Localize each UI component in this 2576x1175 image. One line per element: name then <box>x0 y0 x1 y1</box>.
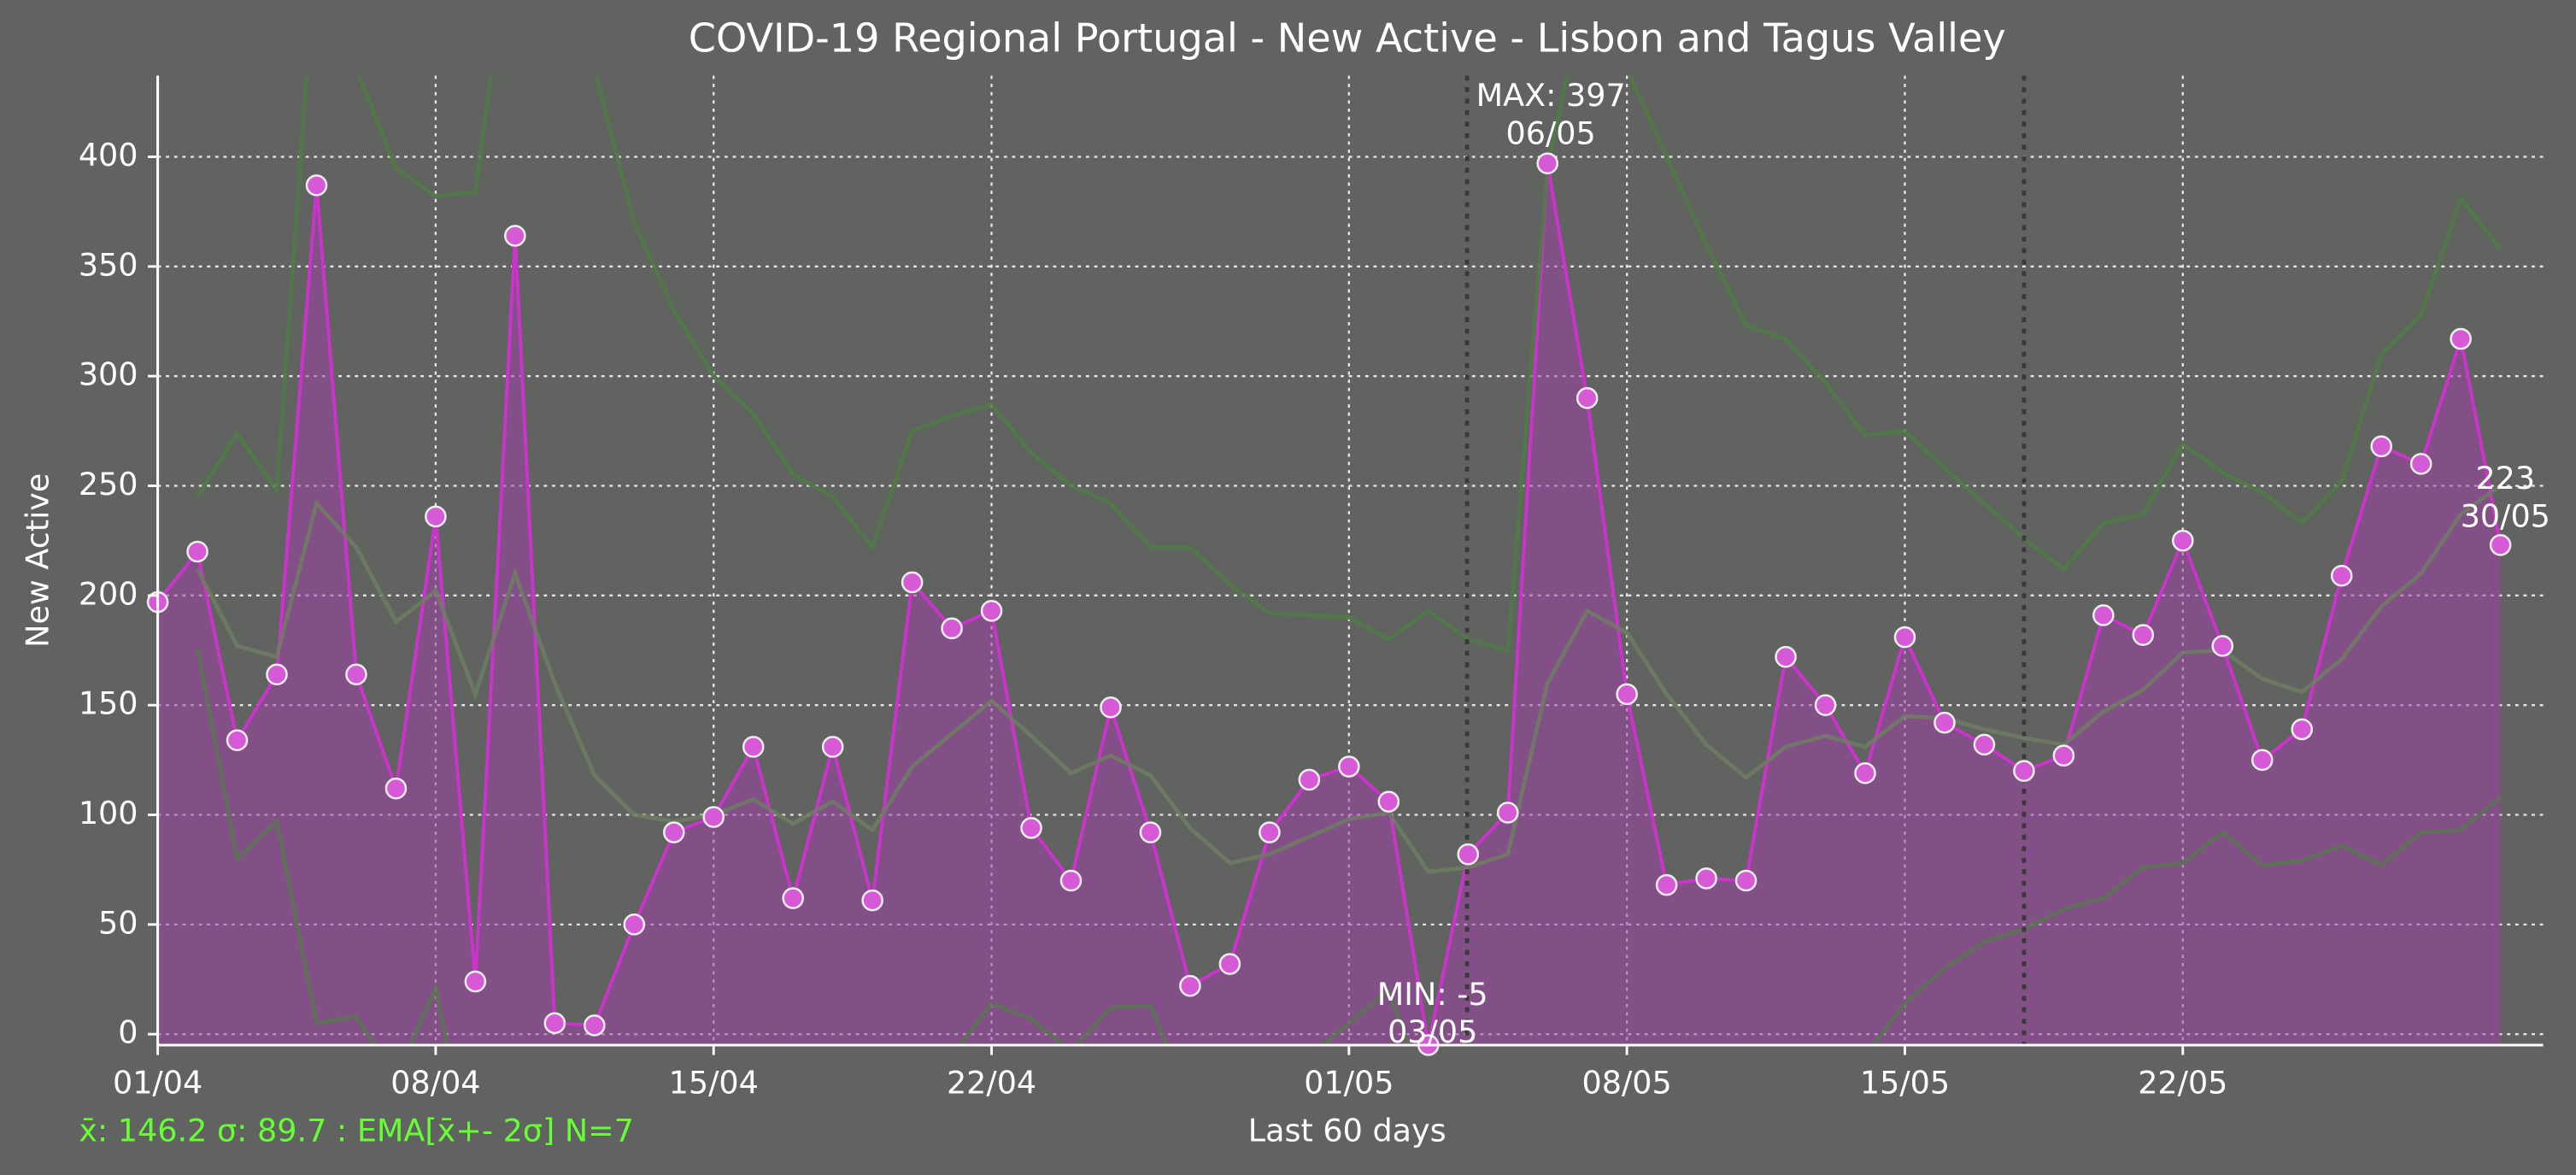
area-fill <box>157 163 2501 1046</box>
points <box>146 152 2512 1056</box>
y-tick-label: 150 <box>79 685 138 722</box>
data-point <box>1259 821 1281 843</box>
data-point <box>1020 817 1042 839</box>
data-point <box>1536 152 1558 174</box>
data-point <box>1775 645 1797 668</box>
data-point <box>1496 802 1519 824</box>
data-point <box>504 225 526 247</box>
data-point <box>1854 761 1876 784</box>
data-point <box>186 540 208 563</box>
y-tick-label: 50 <box>98 904 138 941</box>
y-tick-label: 0 <box>118 1014 138 1051</box>
x-tick-label: 08/05 <box>1582 1065 1672 1102</box>
x-tick-label: 15/05 <box>1860 1065 1950 1102</box>
y-tick-label: 200 <box>79 575 138 612</box>
y-tick-label: 350 <box>79 246 138 283</box>
series-line <box>195 484 2503 874</box>
data-point <box>2250 749 2274 772</box>
data-point <box>1814 694 1837 716</box>
series-group <box>157 75 2503 1046</box>
data-point <box>1457 843 1480 866</box>
y-tick-label: 100 <box>79 795 138 831</box>
data-point <box>901 571 924 594</box>
data-point <box>425 505 447 528</box>
annotation: 223 <box>2475 460 2535 496</box>
data-point <box>662 821 685 843</box>
data-point <box>2450 327 2472 350</box>
y-tick-label: 300 <box>79 356 138 393</box>
data-point <box>2172 529 2194 552</box>
x-tick-label: 08/04 <box>390 1065 480 1102</box>
data-point <box>1973 733 1996 756</box>
data-point <box>1298 768 1321 791</box>
x-tick-label: 15/04 <box>669 1065 759 1102</box>
annotation: 30/05 <box>2461 497 2550 534</box>
data-point <box>1576 387 1599 409</box>
data-point <box>384 777 408 800</box>
data-point <box>782 887 804 909</box>
data-point <box>1218 953 1241 975</box>
data-point <box>2409 453 2432 475</box>
data-point <box>1893 626 1916 649</box>
data-point <box>305 174 328 197</box>
data-point <box>623 914 646 936</box>
x-axis-label: Last 60 days <box>1248 1112 1446 1149</box>
data-point <box>2132 624 2155 646</box>
data-point <box>2489 534 2512 556</box>
y-tick-label: 250 <box>79 466 138 502</box>
y-axis-label: New Active <box>20 473 56 648</box>
data-point <box>1338 755 1360 778</box>
data-point <box>2052 744 2075 767</box>
data-point <box>543 1012 566 1035</box>
data-point <box>821 736 844 758</box>
data-point <box>1695 867 1717 890</box>
data-point <box>742 736 765 758</box>
data-point <box>1933 711 1956 734</box>
annotation: 06/05 <box>1506 115 1596 151</box>
data-point <box>2370 435 2392 458</box>
annotation: MAX: 397 <box>1476 77 1626 114</box>
data-point <box>1377 790 1400 813</box>
data-point <box>861 889 883 912</box>
data-point <box>1734 869 1757 892</box>
data-point <box>345 663 367 686</box>
data-point <box>2330 564 2353 587</box>
data-point <box>226 729 249 752</box>
data-point <box>1616 683 1638 706</box>
data-point <box>941 617 963 640</box>
data-point <box>1655 873 1678 896</box>
data-point <box>980 600 1003 622</box>
x-tick-label: 22/05 <box>2138 1065 2227 1102</box>
series-line <box>195 647 2503 1046</box>
data-point <box>1100 696 1122 719</box>
data-point <box>584 1014 606 1037</box>
data-point <box>1059 869 1083 892</box>
data-point <box>702 806 725 828</box>
data-point <box>2211 635 2234 657</box>
stats-text: x̄: 146.2 σ: 89.7 : EMA[x̄+- 2σ] N=7 <box>79 1112 634 1149</box>
annotation: MIN: -5 <box>1377 976 1488 1013</box>
data-point <box>266 663 288 686</box>
x-tick-label: 01/05 <box>1304 1065 1394 1102</box>
chart-title: COVID-19 Regional Portugal - New Active … <box>689 15 2006 62</box>
data-point <box>1179 974 1201 997</box>
x-tick-label: 22/04 <box>947 1065 1036 1102</box>
series-line <box>196 75 2503 654</box>
x-tick-label: 01/04 <box>113 1065 202 1102</box>
data-point <box>1139 821 1162 843</box>
data-point <box>2013 760 2035 782</box>
data-point <box>2291 718 2314 741</box>
y-tick-label: 400 <box>79 137 138 173</box>
plot-area <box>157 75 2544 1046</box>
data-point <box>2092 604 2115 626</box>
data-point <box>464 970 487 993</box>
